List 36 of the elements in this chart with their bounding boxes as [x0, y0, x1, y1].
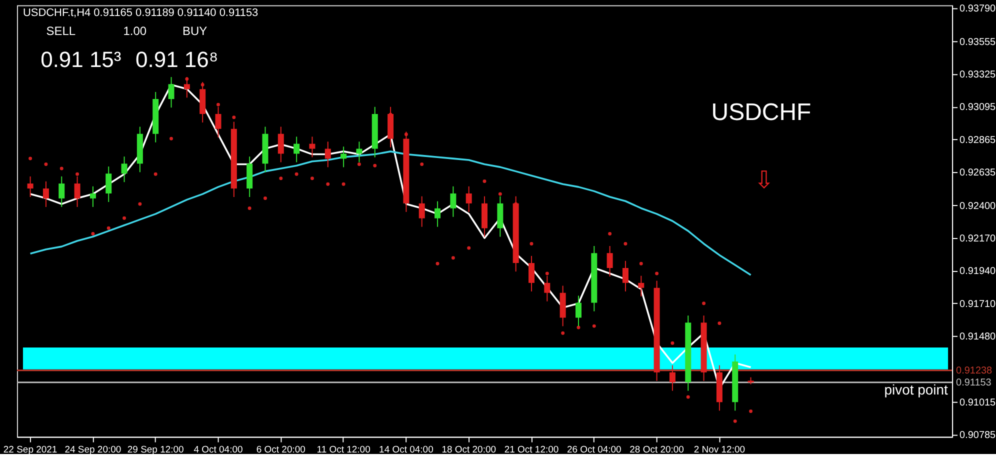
y-tick-label: 0.92170: [960, 234, 996, 245]
y-tick-label: 0.93555: [960, 36, 996, 48]
x-tick-label: 18 Oct 20:00: [442, 444, 496, 456]
x-tick-label: 24 Sep 20:00: [64, 444, 122, 456]
y-tick-label: 0.93790: [960, 4, 996, 15]
annotation: 0.91 15³: [40, 47, 122, 72]
chart-title: USDCHF.t,H4 0.91165 0.91189 0.91140 0.91153: [22, 7, 258, 20]
x-tick-label: 6 Oct 20:00: [256, 444, 306, 456]
y-tick-label: 0.93325: [960, 70, 996, 81]
y-tick-label: 0.92400: [960, 200, 996, 212]
ref-line-label: 0.91238: [956, 365, 993, 376]
y-tick-label: 0.92635: [960, 168, 996, 179]
annotation: 0.91 16⁸: [136, 47, 218, 72]
y-tick-label: 0.93095: [960, 102, 996, 114]
x-tick-label: 11 Oct 12:00: [316, 444, 370, 456]
x-tick-label: 28 Oct 20:00: [630, 444, 684, 456]
ref-line-label: 0.91153: [956, 377, 992, 388]
x-tick-label: 22 Sep 2021: [3, 444, 58, 456]
y-tick-label: 0.91940: [960, 266, 996, 278]
annotation: ⇩: [754, 167, 774, 194]
annotation: 1.00: [123, 24, 147, 38]
annotation: SELL: [46, 24, 76, 38]
x-tick-label: 26 Oct 04:00: [566, 444, 622, 456]
annotation: BUY: [182, 24, 208, 38]
x-tick-label: 2 Nov 12:00: [694, 444, 746, 456]
x-tick-label: 4 Oct 04:00: [194, 444, 243, 456]
y-tick-label: 0.90785: [960, 430, 996, 442]
x-tick-label: 14 Oct 04:00: [379, 444, 434, 456]
annotation: USDCHF: [711, 99, 812, 126]
y-tick-label: 0.91480: [960, 331, 996, 342]
x-tick-label: 21 Oct 12:00: [504, 444, 559, 456]
annotation: pivot point: [884, 381, 948, 398]
y-tick-label: 0.91710: [960, 298, 996, 310]
y-tick-label: 0.91015: [960, 398, 996, 409]
x-tick-label: 29 Sep 12:00: [127, 444, 184, 456]
y-tick-label: 0.92865: [960, 134, 996, 146]
